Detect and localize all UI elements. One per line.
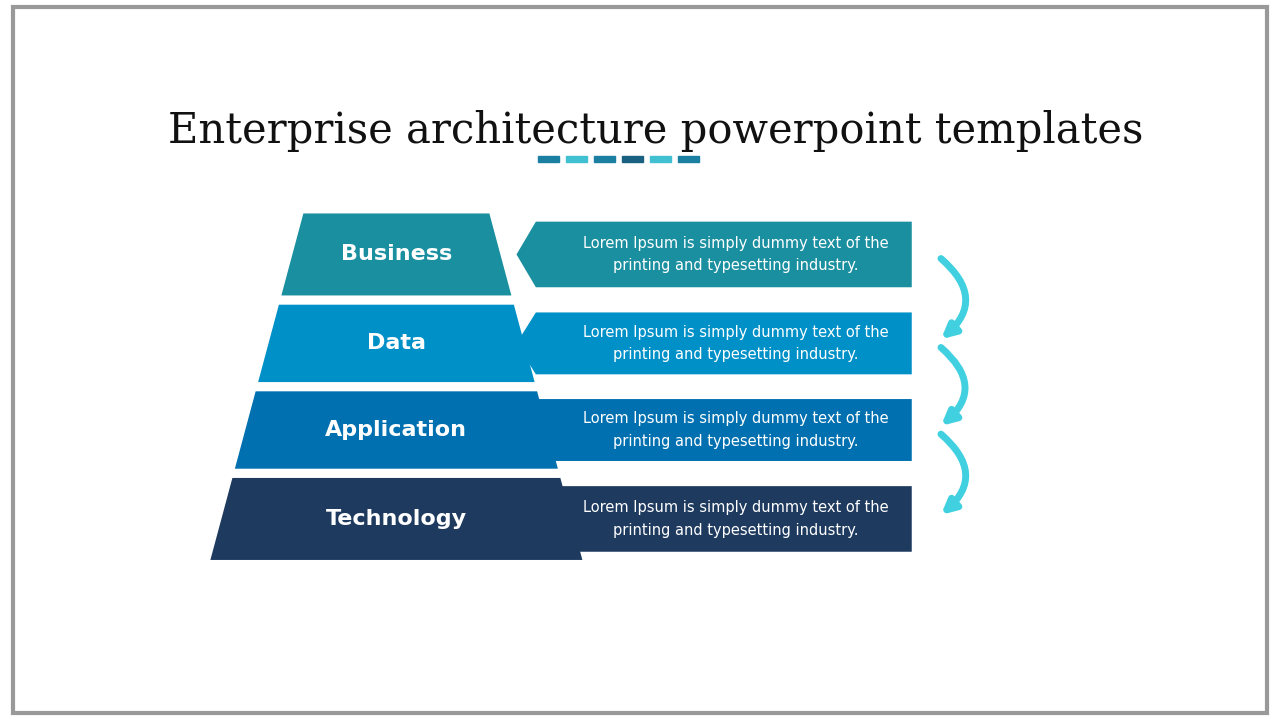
Text: Lorem Ipsum is simply dummy text of the
printing and typesetting industry.: Lorem Ipsum is simply dummy text of the … xyxy=(582,411,888,449)
Polygon shape xyxy=(234,392,558,469)
Text: Business: Business xyxy=(340,245,452,264)
Text: Data: Data xyxy=(367,333,426,354)
Bar xyxy=(677,156,699,162)
Bar xyxy=(594,156,614,162)
Bar xyxy=(538,156,559,162)
Bar xyxy=(650,156,671,162)
Bar xyxy=(622,156,643,162)
Polygon shape xyxy=(517,312,911,374)
Polygon shape xyxy=(517,486,911,552)
Polygon shape xyxy=(259,305,535,382)
Text: Enterprise architecture powerpoint templates: Enterprise architecture powerpoint templ… xyxy=(168,110,1144,152)
Polygon shape xyxy=(517,222,911,287)
Polygon shape xyxy=(517,399,911,461)
Bar xyxy=(566,156,588,162)
Polygon shape xyxy=(282,213,512,295)
FancyArrowPatch shape xyxy=(941,348,965,420)
Text: Lorem Ipsum is simply dummy text of the
printing and typesetting industry.: Lorem Ipsum is simply dummy text of the … xyxy=(582,500,888,538)
Text: Lorem Ipsum is simply dummy text of the
printing and typesetting industry.: Lorem Ipsum is simply dummy text of the … xyxy=(582,325,888,362)
Text: Technology: Technology xyxy=(326,509,467,529)
FancyArrowPatch shape xyxy=(941,258,965,334)
Text: Lorem Ipsum is simply dummy text of the
printing and typesetting industry.: Lorem Ipsum is simply dummy text of the … xyxy=(582,236,888,273)
Text: Application: Application xyxy=(325,420,467,440)
Polygon shape xyxy=(210,478,582,560)
FancyArrowPatch shape xyxy=(941,434,965,510)
